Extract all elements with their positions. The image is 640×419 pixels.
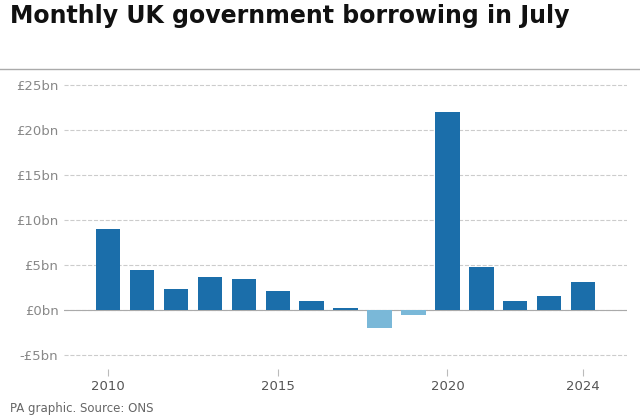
Text: Monthly UK government borrowing in July: Monthly UK government borrowing in July bbox=[10, 4, 569, 28]
Bar bbox=[503, 301, 527, 310]
Bar bbox=[300, 301, 324, 310]
Bar bbox=[401, 310, 426, 315]
Bar bbox=[198, 277, 222, 310]
Bar bbox=[96, 229, 120, 310]
Bar bbox=[469, 267, 493, 310]
Bar bbox=[266, 291, 290, 310]
Bar bbox=[164, 289, 188, 310]
Bar bbox=[571, 282, 595, 310]
Bar bbox=[130, 270, 154, 310]
Bar bbox=[435, 112, 460, 310]
Bar bbox=[367, 310, 392, 328]
Bar bbox=[537, 296, 561, 310]
Bar bbox=[333, 308, 358, 310]
Bar bbox=[232, 279, 256, 310]
Text: PA graphic. Source: ONS: PA graphic. Source: ONS bbox=[10, 402, 153, 415]
